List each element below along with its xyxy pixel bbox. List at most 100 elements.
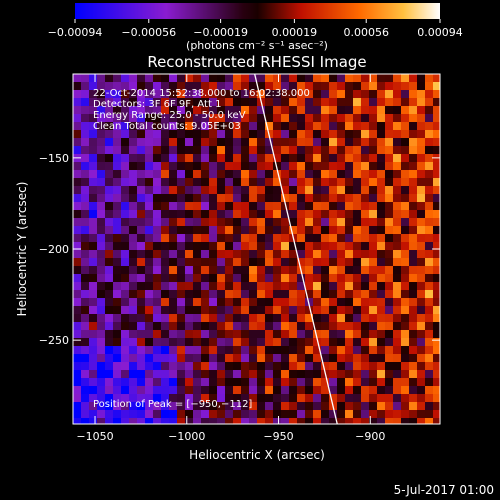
- heatmap-cell: [281, 98, 290, 107]
- heatmap-cell: [81, 370, 90, 379]
- heatmap-cell: [409, 402, 418, 411]
- heatmap-cell: [81, 418, 90, 424]
- heatmap-cell: [377, 298, 386, 307]
- heatmap-cell: [193, 146, 202, 155]
- heatmap-cell: [129, 274, 138, 283]
- heatmap-cell: [73, 282, 82, 291]
- heatmap-cell: [241, 394, 250, 403]
- heatmap-cell: [177, 114, 186, 123]
- heatmap-cell: [177, 202, 186, 211]
- heatmap-cell: [273, 354, 282, 363]
- heatmap-cell: [185, 378, 194, 387]
- heatmap-cell: [161, 258, 170, 267]
- heatmap-cell: [313, 330, 322, 339]
- heatmap-cell: [409, 162, 418, 171]
- heatmap-cell: [201, 170, 210, 179]
- heatmap-cell: [385, 386, 394, 395]
- heatmap-cell: [385, 354, 394, 363]
- heatmap-cell: [369, 370, 378, 379]
- heatmap-cell: [401, 346, 410, 355]
- heatmap-cell: [377, 386, 386, 395]
- heatmap-cell: [137, 202, 146, 211]
- heatmap-cell: [145, 290, 154, 299]
- heatmap-cell: [425, 290, 434, 299]
- heatmap-cell: [89, 378, 98, 387]
- heatmap-cell: [177, 162, 186, 171]
- x-axis-ticks: −1050 −1000 −950 −900: [76, 74, 385, 443]
- heatmap-cell: [289, 114, 298, 123]
- heatmap-cell: [89, 338, 98, 347]
- heatmap-cell: [145, 226, 154, 235]
- heatmap-cell: [409, 330, 418, 339]
- heatmap-cell: [305, 274, 314, 283]
- heatmap-cell: [169, 170, 178, 179]
- heatmap-cell: [113, 178, 122, 187]
- heatmap-cell: [193, 266, 202, 275]
- heatmap-cell: [241, 106, 250, 115]
- heatmap-cell: [145, 410, 154, 419]
- heatmap-cell: [281, 226, 290, 235]
- heatmap-cell: [385, 114, 394, 123]
- heatmap-cell: [401, 186, 410, 195]
- heatmap-cell: [113, 106, 122, 115]
- heatmap-cell: [273, 218, 282, 227]
- heatmap-cell: [129, 146, 138, 155]
- heatmap-cell: [281, 234, 290, 243]
- heatmap-cell: [377, 410, 386, 419]
- heatmap-cell: [169, 114, 178, 123]
- heatmap-cell: [97, 298, 106, 307]
- heatmap-cell: [305, 194, 314, 203]
- heatmap-cell: [369, 98, 378, 107]
- heatmap-cell: [145, 362, 154, 371]
- heatmap-cell: [257, 362, 266, 371]
- heatmap-cell: [265, 162, 274, 171]
- heatmap-cell: [233, 202, 242, 211]
- heatmap-cell: [433, 226, 440, 235]
- heatmap-cell: [209, 394, 218, 403]
- heatmap-cell: [289, 130, 298, 139]
- heatmap-cell: [417, 274, 426, 283]
- heatmap-cell: [425, 210, 434, 219]
- heatmap-cell: [361, 106, 370, 115]
- heatmap-cell: [201, 258, 210, 267]
- heatmap-cell: [377, 250, 386, 259]
- heatmap-cell: [137, 274, 146, 283]
- heatmap-cell: [329, 378, 338, 387]
- heatmap-cell: [177, 266, 186, 275]
- heatmap-cell: [361, 194, 370, 203]
- heatmap-cell: [105, 74, 114, 83]
- heatmap-cell: [177, 282, 186, 291]
- heatmap-cell: [169, 370, 178, 379]
- heatmap-cell: [417, 202, 426, 211]
- heatmap-cell: [153, 82, 162, 91]
- heatmap-cell: [265, 298, 274, 307]
- heatmap-cell: [345, 370, 354, 379]
- heatmap-cell: [433, 394, 440, 403]
- heatmap-cell: [121, 162, 130, 171]
- heatmap-cell: [329, 338, 338, 347]
- heatmap-cell: [209, 170, 218, 179]
- heatmap-cell: [329, 186, 338, 195]
- heatmap-cell: [401, 82, 410, 91]
- heatmap-cell: [265, 146, 274, 155]
- heatmap-cell: [113, 314, 122, 323]
- heatmap-cell: [241, 418, 250, 424]
- heatmap-cell: [401, 362, 410, 371]
- heatmap-cell: [169, 378, 178, 387]
- heatmap-cell: [297, 402, 306, 411]
- heatmap-cell: [353, 106, 362, 115]
- heatmap-cell: [241, 138, 250, 147]
- heatmap-cell: [353, 418, 362, 424]
- heatmap-cell: [425, 194, 434, 203]
- heatmap-cell: [377, 98, 386, 107]
- heatmap-cell: [201, 346, 210, 355]
- heatmap-cell: [313, 258, 322, 267]
- heatmap-cell: [89, 306, 98, 315]
- heatmap-cell: [337, 130, 346, 139]
- heatmap-cell: [225, 394, 234, 403]
- heatmap-cell: [73, 378, 82, 387]
- heatmap-cell: [385, 314, 394, 323]
- heatmap-cell: [185, 106, 194, 115]
- heatmap-cell: [97, 162, 106, 171]
- heatmap-cell: [425, 170, 434, 179]
